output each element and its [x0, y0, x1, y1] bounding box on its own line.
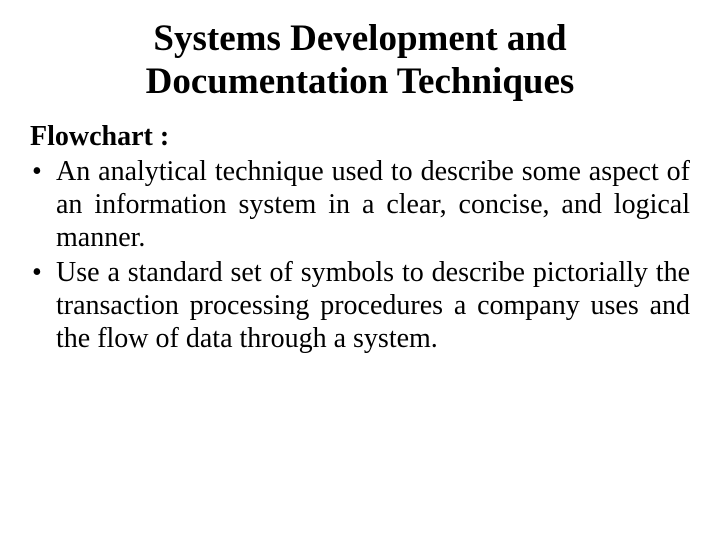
list-item: Use a standard set of symbols to describ…	[30, 256, 690, 355]
list-item: An analytical technique used to describe…	[30, 155, 690, 254]
bullet-list: An analytical technique used to describe…	[30, 155, 690, 355]
section-subheading: Flowchart :	[30, 121, 690, 153]
page-title: Systems Development and Documentation Te…	[30, 18, 690, 103]
